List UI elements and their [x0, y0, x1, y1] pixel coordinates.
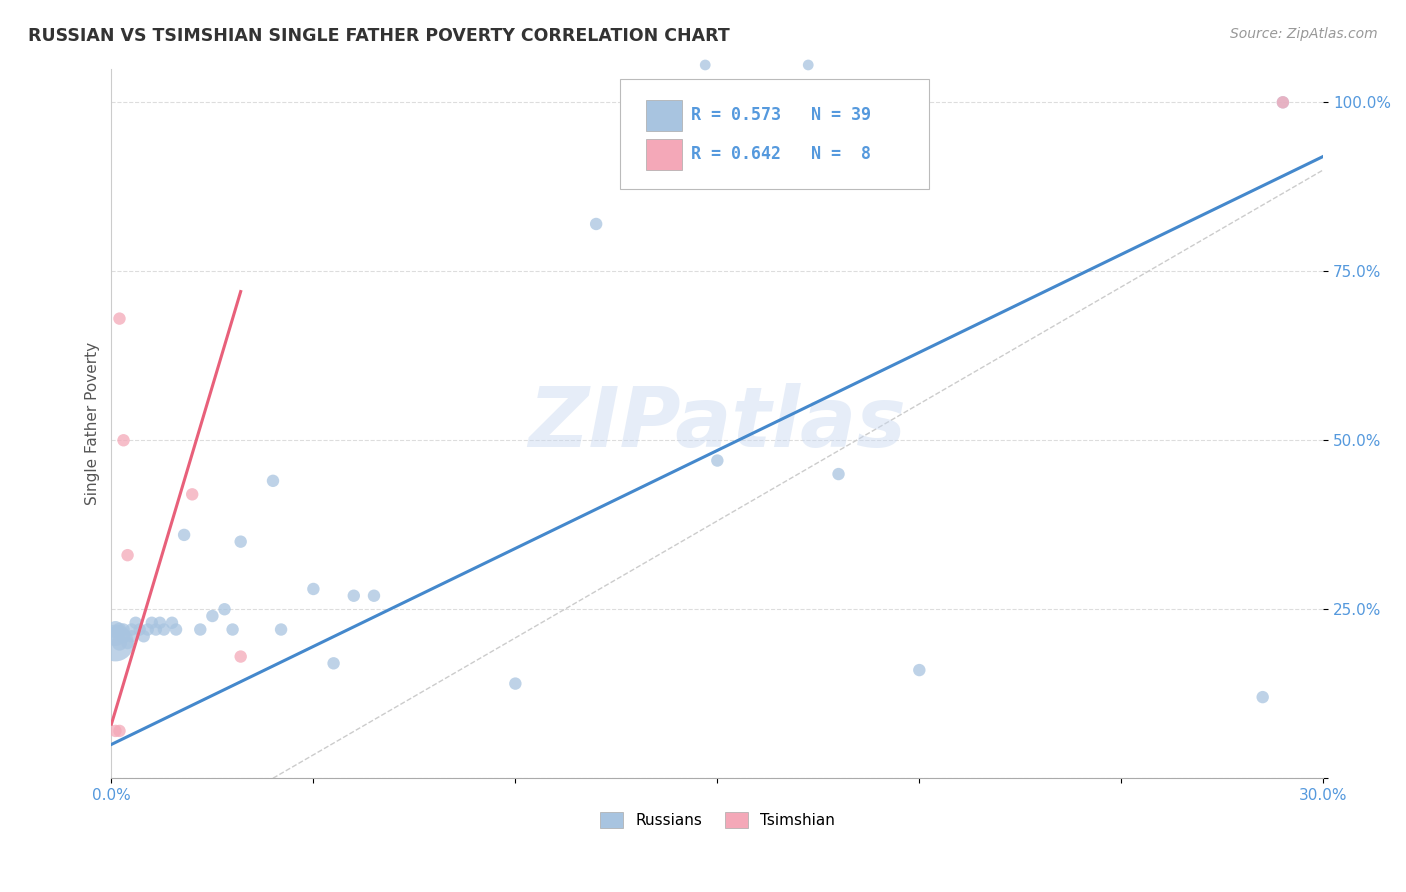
Point	[1271, 95, 1294, 110]
Point	[165, 623, 187, 637]
Point	[302, 582, 325, 596]
Point	[585, 217, 607, 231]
Point	[108, 311, 131, 326]
Point	[121, 623, 143, 637]
Point	[132, 629, 155, 643]
Point	[108, 723, 131, 738]
Point	[136, 623, 159, 637]
Point	[706, 453, 728, 467]
Point	[343, 589, 366, 603]
Point	[270, 623, 292, 637]
Point	[124, 615, 146, 630]
Point	[181, 487, 204, 501]
Point	[104, 636, 127, 650]
Point	[1251, 690, 1274, 705]
Point	[145, 623, 167, 637]
Text: R = 0.573   N = 39: R = 0.573 N = 39	[690, 106, 870, 124]
Point	[104, 623, 127, 637]
Point	[188, 623, 211, 637]
Text: ZIPatlas: ZIPatlas	[529, 383, 907, 464]
Point	[104, 723, 127, 738]
FancyBboxPatch shape	[645, 139, 682, 170]
Point	[229, 649, 252, 664]
Point	[221, 623, 243, 637]
Point	[117, 636, 139, 650]
Point	[214, 602, 236, 616]
Point	[108, 636, 131, 650]
Point	[173, 528, 195, 542]
Legend: Russians, Tsimshian: Russians, Tsimshian	[593, 806, 841, 834]
Point	[262, 474, 284, 488]
Point	[505, 676, 527, 690]
Point	[117, 548, 139, 562]
Point	[112, 434, 135, 448]
Point	[112, 629, 135, 643]
Point	[112, 623, 135, 637]
Y-axis label: Single Father Poverty: Single Father Poverty	[86, 342, 100, 505]
Point	[229, 534, 252, 549]
FancyBboxPatch shape	[645, 100, 682, 131]
Point	[141, 615, 163, 630]
Point	[363, 589, 385, 603]
Point	[827, 467, 849, 481]
Point	[121, 629, 143, 643]
Text: RUSSIAN VS TSIMSHIAN SINGLE FATHER POVERTY CORRELATION CHART: RUSSIAN VS TSIMSHIAN SINGLE FATHER POVER…	[28, 27, 730, 45]
Text: R = 0.642   N =  8: R = 0.642 N = 8	[690, 145, 870, 163]
Point	[153, 623, 176, 637]
Point	[104, 629, 127, 643]
Point	[108, 623, 131, 637]
Point	[160, 615, 183, 630]
Point	[201, 609, 224, 624]
Text: Source: ZipAtlas.com: Source: ZipAtlas.com	[1230, 27, 1378, 41]
Point	[149, 615, 172, 630]
Point	[322, 657, 344, 671]
Point	[908, 663, 931, 677]
Point	[1271, 95, 1294, 110]
FancyBboxPatch shape	[620, 79, 929, 189]
Point	[128, 623, 150, 637]
